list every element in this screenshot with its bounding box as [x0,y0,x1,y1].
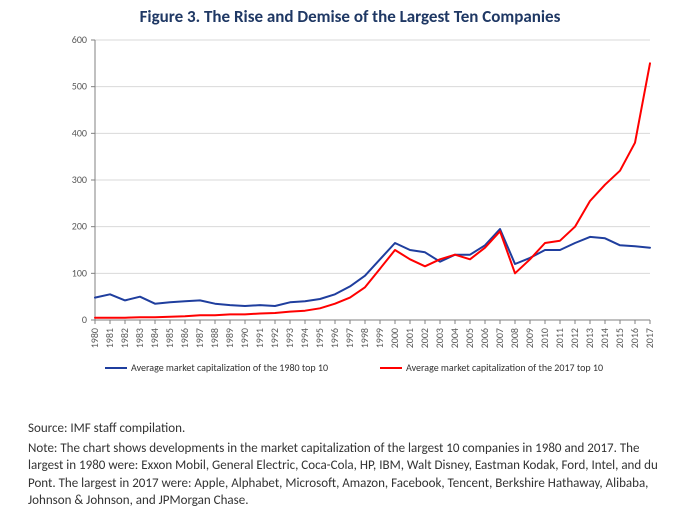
x-tick-label: 2009 [523,328,536,348]
x-tick-label: 2001 [403,328,416,348]
y-tick-label: 300 [72,173,87,186]
x-tick-label: 1988 [208,328,221,348]
y-tick-label: 100 [72,266,87,279]
x-tick-label: 2015 [613,328,626,348]
x-tick-label: 2000 [388,328,401,348]
x-tick-label: 1992 [268,328,281,348]
x-tick-label: 1993 [283,328,296,348]
legend-label: Average market capitalization of the 201… [406,361,603,374]
x-tick-label: 2016 [628,328,641,348]
legend-label: Average market capitalization of the 198… [131,361,328,374]
x-tick-label: 2011 [553,328,566,348]
y-tick-label: 500 [72,80,87,93]
x-tick-label: 1985 [163,328,176,348]
x-tick-label: 2017 [643,328,656,348]
figure-container: Figure 3. The Rise and Demise of the Lar… [0,0,700,526]
x-tick-label: 2007 [493,328,506,348]
x-tick-label: 1995 [313,328,326,348]
y-tick-label: 600 [72,33,87,46]
source-line: Source: IMF staff compilation. [28,420,672,438]
x-tick-label: 2014 [598,328,611,348]
x-tick-label: 1998 [358,328,371,348]
x-tick-label: 2013 [583,328,596,348]
x-tick-label: 2005 [463,328,476,348]
y-tick-label: 200 [72,220,87,233]
x-tick-label: 1990 [238,328,251,348]
x-tick-label: 1981 [103,328,116,348]
y-tick-label: 400 [72,126,87,139]
x-tick-label: 1989 [223,328,236,348]
x-tick-label: 1991 [253,328,266,348]
x-tick-label: 2003 [433,328,446,348]
x-tick-label: 1986 [178,328,191,348]
chart-title: Figure 3. The Rise and Demise of the Lar… [0,0,700,27]
line-chart-svg: 0100200300400500600198019811982198319841… [40,30,660,410]
x-tick-label: 1999 [373,328,386,348]
x-tick-label: 2004 [448,328,461,348]
x-tick-label: 1987 [193,328,206,348]
x-tick-label: 1996 [328,328,341,348]
x-tick-label: 1994 [298,328,311,348]
y-tick-label: 0 [82,313,87,326]
x-tick-label: 2002 [418,328,431,348]
note-line: Note: The chart shows developments in th… [28,440,672,510]
x-tick-label: 1997 [343,328,356,348]
chart-area: 0100200300400500600198019811982198319841… [40,30,660,410]
x-tick-label: 2010 [538,328,551,348]
footnotes: Source: IMF staff compilation. Note: The… [28,420,672,512]
x-tick-label: 1980 [88,328,101,348]
x-tick-label: 1984 [148,328,161,348]
x-tick-label: 2012 [568,328,581,348]
x-tick-label: 1982 [118,328,131,348]
x-tick-label: 1983 [133,328,146,348]
x-tick-label: 2006 [478,328,491,348]
x-tick-label: 2008 [508,328,521,348]
